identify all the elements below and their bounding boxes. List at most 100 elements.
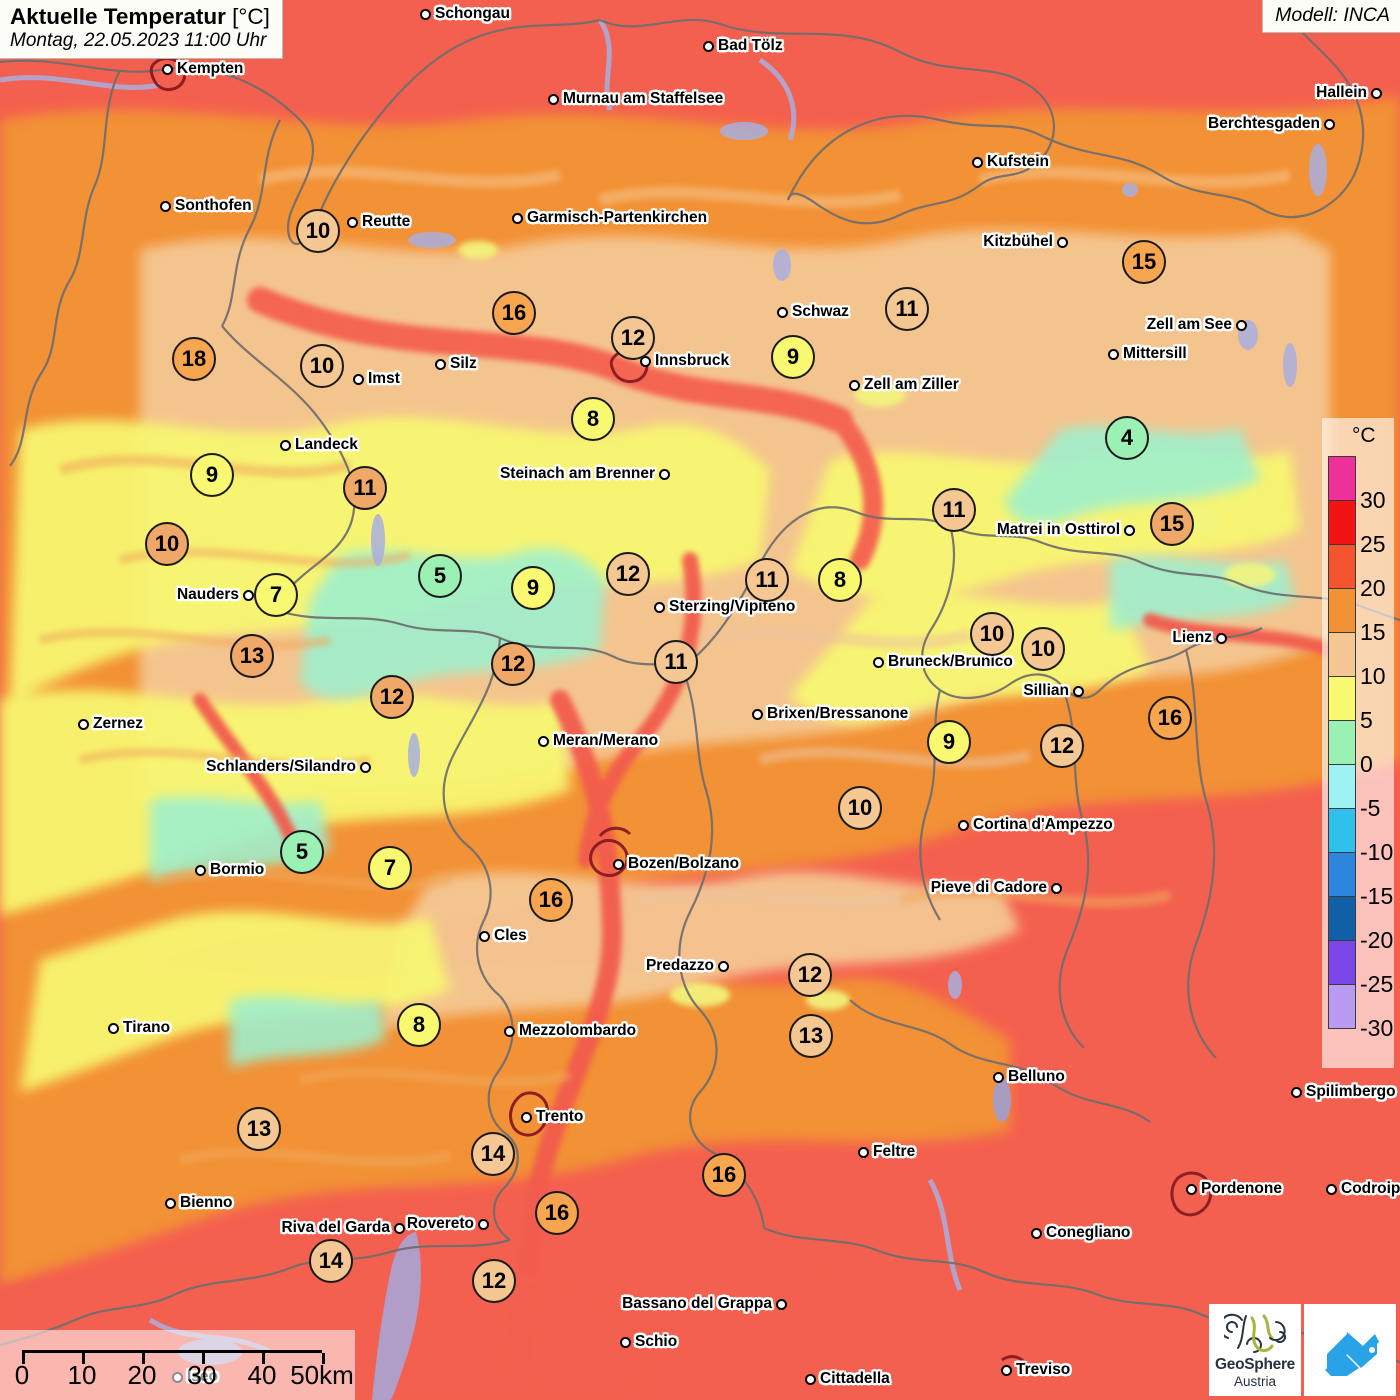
station-temperature-marker[interactable]: 7 — [254, 573, 298, 617]
title-timestamp: Montag, 22.05.2023 11:00 Uhr — [10, 30, 267, 52]
station-temperature-marker[interactable]: 12 — [1040, 724, 1084, 768]
legend-band: -10 — [1328, 809, 1393, 865]
station-temperature-value: 14 — [480, 1141, 506, 1166]
city-dot-icon — [1291, 1086, 1302, 1098]
station-temperature-marker[interactable]: 13 — [230, 634, 274, 678]
station-temperature-marker[interactable]: 11 — [654, 640, 698, 684]
station-temperature-marker[interactable]: 8 — [818, 558, 862, 602]
city-label: Sterzing/Vipiteno — [669, 598, 796, 615]
station-temperature-marker[interactable]: 10 — [838, 786, 882, 830]
station-temperature-marker[interactable]: 18 — [172, 337, 216, 381]
city-marker: Mezzolombardo — [504, 1022, 636, 1040]
legend-tick-label: 5 — [1360, 707, 1373, 733]
city-marker: Matrei in Osttirol — [997, 521, 1135, 539]
station-temperature-marker[interactable]: 14 — [471, 1132, 515, 1176]
station-temperature-value: 16 — [538, 887, 564, 912]
station-temperature-marker[interactable]: 9 — [771, 335, 815, 379]
station-temperature-marker[interactable]: 10 — [970, 612, 1014, 656]
city-label: Trento — [536, 1108, 584, 1125]
station-temperature-marker[interactable]: 10 — [296, 209, 340, 253]
station-temperature-value: 9 — [526, 575, 540, 600]
station-temperature-marker[interactable]: 16 — [702, 1153, 746, 1197]
legend-tick-label: -30 — [1360, 1015, 1394, 1041]
legend-unit-label: °C — [1352, 424, 1376, 447]
station-temperature-value: 12 — [620, 325, 646, 350]
city-marker: Schwaz — [777, 303, 849, 321]
city-dot-icon — [752, 708, 763, 720]
city-dot-icon — [972, 156, 983, 168]
station-temperature-marker[interactable]: 12 — [472, 1259, 516, 1303]
station-temperature-value: 8 — [412, 1012, 426, 1037]
station-temperature-value: 10 — [154, 531, 180, 556]
city-marker: Bassano del Grappa — [622, 1295, 787, 1313]
station-temperature-value: 10 — [305, 218, 331, 243]
scale-bar-tick — [202, 1353, 205, 1364]
station-temperature-marker[interactable]: 13 — [237, 1107, 281, 1151]
city-label: Meran/Merano — [553, 732, 659, 749]
station-temperature-marker[interactable]: 10 — [1021, 627, 1065, 671]
station-temperature-marker[interactable]: 15 — [1150, 502, 1194, 546]
city-label: Sillian — [1023, 682, 1069, 699]
station-temperature-value: 16 — [1157, 705, 1183, 730]
station-temperature-value: 12 — [797, 962, 823, 987]
station-temperature-marker[interactable]: 12 — [788, 953, 832, 997]
city-dot-icon — [1057, 236, 1068, 248]
city-label: Steinach am Brenner — [499, 465, 655, 482]
city-marker: Garmisch-Partenkirchen — [512, 209, 707, 227]
station-temperature-marker[interactable]: 8 — [571, 397, 615, 441]
station-temperature-marker[interactable]: 14 — [309, 1239, 353, 1283]
city-label: Silz — [450, 355, 477, 372]
city-marker: Schio — [620, 1333, 677, 1351]
station-temperature-value: 10 — [309, 353, 335, 378]
legend-tick-label: -10 — [1360, 839, 1394, 865]
station-temperature-marker[interactable]: 7 — [368, 846, 412, 890]
station-temperature-marker[interactable]: 16 — [492, 291, 536, 335]
city-dot-icon — [420, 8, 431, 20]
station-temperature-value: 7 — [269, 582, 283, 607]
city-marker: Zell am Ziller — [849, 376, 959, 394]
station-temperature-marker[interactable]: 16 — [535, 1191, 579, 1235]
station-temperature-value: 11 — [942, 497, 966, 522]
city-label: Zell am See — [1146, 316, 1232, 333]
city-dot-icon — [280, 439, 291, 451]
city-dot-icon — [1031, 1227, 1042, 1239]
legend-tick-label: 15 — [1360, 619, 1386, 645]
station-temperature-marker[interactable]: 16 — [529, 878, 573, 922]
station-temperature-marker[interactable]: 9 — [190, 453, 234, 497]
city-label: Spilimbergo — [1306, 1083, 1396, 1100]
station-temperature-marker[interactable]: 9 — [511, 566, 555, 610]
station-temperature-marker[interactable]: 5 — [280, 830, 324, 874]
station-temperature-marker[interactable]: 11 — [745, 558, 789, 602]
station-temperature-marker[interactable]: 12 — [606, 552, 650, 596]
city-label: Hallein — [1316, 84, 1367, 101]
station-temperature-value: 18 — [181, 346, 207, 371]
station-temperature-value: 15 — [1159, 511, 1185, 536]
station-temperature-value: 13 — [246, 1116, 272, 1141]
station-temperature-marker[interactable]: 4 — [1105, 416, 1149, 460]
station-temperature-marker[interactable]: 13 — [789, 1014, 833, 1058]
station-temperature-marker[interactable]: 5 — [418, 554, 462, 598]
station-temperature-marker[interactable]: 10 — [145, 522, 189, 566]
city-label: Kitzbühel — [983, 233, 1053, 250]
station-temperature-marker[interactable]: 15 — [1122, 240, 1166, 284]
station-temperature-marker[interactable]: 12 — [611, 316, 655, 360]
city-marker: Bormio — [195, 861, 264, 879]
legend-band: -5 — [1328, 765, 1380, 821]
city-dot-icon — [162, 63, 173, 75]
city-marker: Cittadella — [805, 1370, 890, 1388]
scale-bar-label: 0 — [14, 1360, 30, 1390]
station-temperature-marker[interactable]: 11 — [885, 287, 929, 331]
station-temperature-marker[interactable]: 10 — [300, 344, 344, 388]
station-temperature-marker[interactable]: 12 — [370, 675, 414, 719]
city-label: Matrei in Osttirol — [996, 521, 1120, 538]
station-temperature-value: 4 — [1120, 425, 1134, 450]
station-temperature-marker[interactable]: 11 — [343, 466, 387, 510]
station-temperature-marker[interactable]: 16 — [1148, 696, 1192, 740]
station-temperature-marker[interactable]: 9 — [927, 720, 971, 764]
station-temperature-marker[interactable]: 8 — [397, 1003, 441, 1047]
station-temperature-marker[interactable]: 11 — [932, 488, 976, 532]
city-label: Codroipo — [1341, 1180, 1400, 1197]
station-temperature-marker[interactable]: 12 — [491, 642, 535, 686]
